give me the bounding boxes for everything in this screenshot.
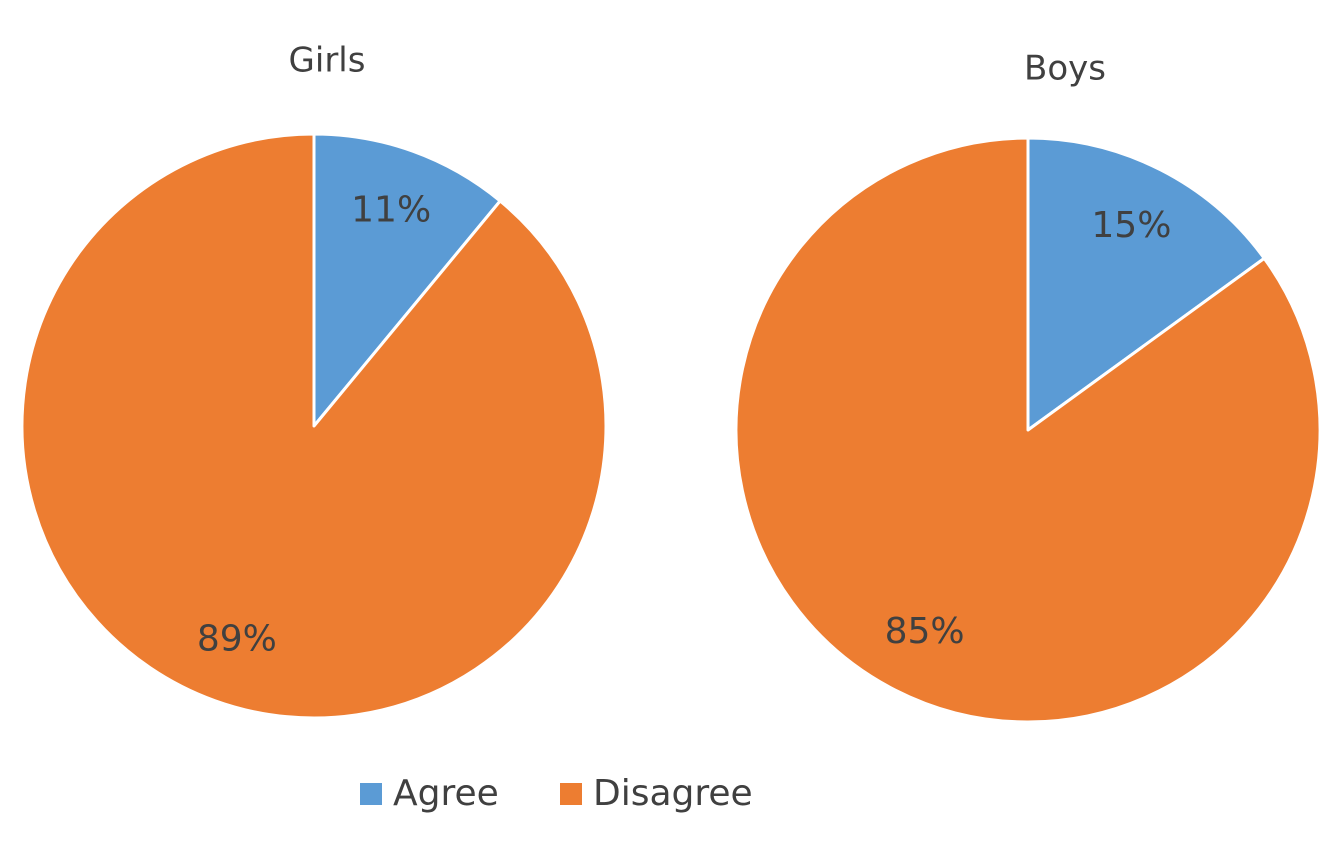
pie-slice (1026, 136, 1266, 432)
data-label: 15% (1091, 205, 1171, 246)
legend-swatch (360, 783, 382, 805)
data-label: 85% (885, 611, 965, 652)
pie-slice (312, 132, 502, 428)
chart-title: Boys (1024, 49, 1106, 89)
legend-label: Disagree (593, 773, 753, 814)
legend-label: Agree (393, 773, 499, 814)
legend-swatch (560, 783, 582, 805)
pie-slice (734, 136, 1321, 724)
data-label: 89% (197, 618, 277, 659)
data-label: 11% (351, 190, 431, 231)
pie-slice (20, 132, 608, 720)
chart-title: Girls (289, 41, 366, 81)
